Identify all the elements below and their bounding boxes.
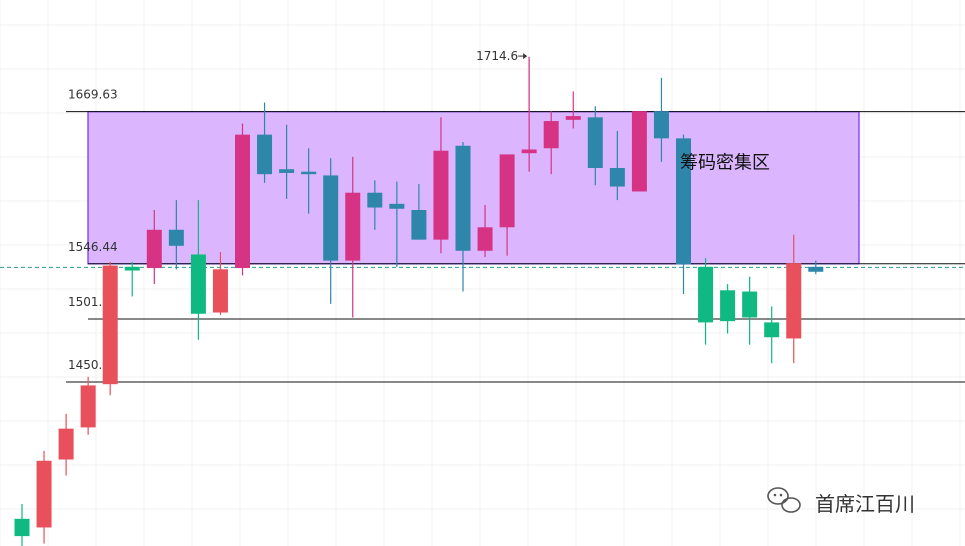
candle-body bbox=[212, 269, 228, 313]
level-label: 1546.44 bbox=[68, 240, 118, 254]
candles bbox=[14, 56, 824, 546]
candle bbox=[609, 130, 625, 201]
candle bbox=[477, 205, 493, 257]
candle bbox=[720, 284, 736, 334]
candle-body bbox=[808, 266, 824, 272]
candle bbox=[301, 148, 317, 214]
candle bbox=[433, 117, 449, 254]
candle-body bbox=[455, 145, 471, 251]
candle-body bbox=[521, 149, 537, 154]
candle bbox=[146, 210, 162, 285]
candle-body bbox=[389, 203, 405, 209]
candle bbox=[455, 142, 471, 292]
candle bbox=[190, 200, 206, 340]
candle-body bbox=[676, 138, 691, 265]
candle bbox=[58, 413, 74, 476]
candle-body bbox=[279, 169, 295, 173]
candle bbox=[124, 261, 140, 297]
candle bbox=[212, 252, 228, 315]
candle-body bbox=[323, 175, 339, 261]
candle-body bbox=[742, 291, 758, 318]
candle-body bbox=[786, 263, 802, 339]
candle-body bbox=[411, 210, 427, 240]
candle bbox=[257, 102, 273, 183]
candle-body bbox=[14, 518, 30, 537]
candle-body bbox=[499, 154, 515, 228]
candle bbox=[786, 234, 802, 364]
chip-zone bbox=[87, 110, 860, 265]
candle-body bbox=[146, 229, 162, 269]
candle bbox=[36, 450, 52, 544]
candle-body bbox=[698, 266, 714, 323]
candle bbox=[521, 56, 537, 172]
candle-body bbox=[609, 168, 625, 187]
candle bbox=[499, 154, 515, 256]
candle-body bbox=[433, 150, 449, 240]
candle-body bbox=[631, 111, 647, 192]
candle-body bbox=[653, 111, 669, 139]
candle-body bbox=[764, 322, 780, 338]
candle bbox=[631, 111, 647, 192]
candle-body bbox=[235, 134, 250, 269]
candle-body bbox=[367, 192, 383, 208]
candle bbox=[565, 91, 581, 129]
level-label: 1669.63 bbox=[68, 88, 118, 102]
peak-annotation: 1714.6 bbox=[476, 49, 528, 63]
candle bbox=[168, 200, 184, 270]
candle bbox=[235, 123, 250, 276]
candle bbox=[653, 77, 669, 162]
watermark-text: 首席江百川 bbox=[815, 492, 915, 516]
candle-body bbox=[124, 266, 140, 271]
watermark: 首席江百川 bbox=[767, 487, 915, 516]
candle bbox=[411, 184, 427, 240]
candle bbox=[587, 106, 603, 186]
candle-body bbox=[58, 428, 74, 460]
peak-label: 1714.6 bbox=[476, 49, 518, 63]
candle bbox=[80, 376, 96, 435]
candle-body bbox=[565, 116, 581, 120]
candle bbox=[102, 261, 118, 396]
candle-body bbox=[543, 121, 559, 149]
candle-body bbox=[80, 385, 96, 428]
candle bbox=[808, 260, 824, 275]
candle bbox=[698, 258, 714, 345]
zone-label: 筹码密集区 bbox=[680, 153, 770, 174]
candle bbox=[279, 124, 295, 199]
candle-body bbox=[36, 460, 52, 528]
candle-body bbox=[301, 171, 317, 175]
candle-body bbox=[477, 227, 493, 251]
candle bbox=[676, 134, 691, 294]
candle bbox=[543, 111, 559, 175]
candle bbox=[764, 306, 780, 364]
candle-body bbox=[102, 265, 118, 385]
candle-body bbox=[190, 254, 206, 314]
candle-body bbox=[587, 117, 603, 168]
candle bbox=[345, 156, 361, 318]
candle bbox=[367, 180, 383, 230]
candle bbox=[323, 158, 339, 304]
candle-body bbox=[720, 290, 736, 322]
peak-arrowhead-icon bbox=[523, 53, 528, 60]
candle-body bbox=[257, 134, 273, 175]
candle bbox=[14, 504, 30, 546]
candle bbox=[742, 276, 758, 345]
candle bbox=[389, 181, 405, 267]
candle-body bbox=[168, 229, 184, 246]
wechat-icon bbox=[767, 487, 801, 513]
candle-body bbox=[345, 192, 361, 261]
